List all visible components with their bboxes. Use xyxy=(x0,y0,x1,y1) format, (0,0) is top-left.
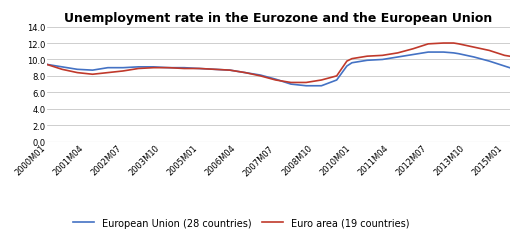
Euro area (19 countries) xyxy=(288,82,294,85)
Line: Euro area (19 countries): Euro area (19 countries) xyxy=(47,44,510,83)
Legend: European Union (28 countries), Euro area (19 countries): European Union (28 countries), Euro area… xyxy=(73,218,409,228)
European Union (28 countries) xyxy=(44,64,50,66)
Euro area (19 countries) xyxy=(278,80,284,83)
Euro area (19 countries) xyxy=(242,72,248,75)
Title: Unemployment rate in the Eurozone and the European Union: Unemployment rate in the Eurozone and th… xyxy=(64,12,492,25)
Euro area (19 countries) xyxy=(105,72,111,75)
Euro area (19 countries) xyxy=(506,56,513,58)
European Union (28 countries) xyxy=(242,72,248,75)
European Union (28 countries) xyxy=(278,80,284,83)
European Union (28 countries) xyxy=(115,67,121,70)
European Union (28 countries) xyxy=(46,64,53,67)
Euro area (19 countries) xyxy=(46,65,53,67)
Line: European Union (28 countries): European Union (28 countries) xyxy=(47,53,510,86)
European Union (28 countries) xyxy=(189,67,195,70)
Euro area (19 countries) xyxy=(44,64,50,66)
Euro area (19 countries) xyxy=(115,71,121,74)
European Union (28 countries) xyxy=(105,67,111,70)
Euro area (19 countries) xyxy=(189,68,195,71)
European Union (28 countries) xyxy=(425,52,432,54)
European Union (28 countries) xyxy=(303,85,309,88)
European Union (28 countries) xyxy=(506,67,513,70)
Euro area (19 countries) xyxy=(440,42,447,45)
